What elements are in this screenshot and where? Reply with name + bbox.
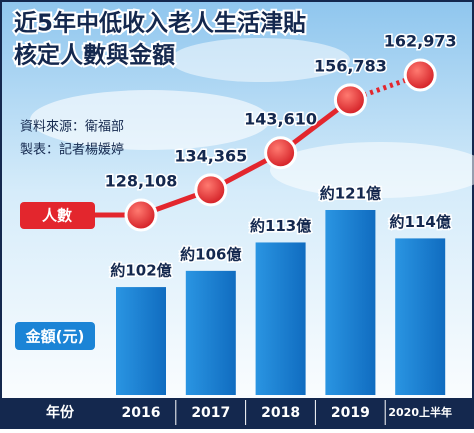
x-tick-label: 2017 bbox=[191, 405, 230, 421]
legend-box bbox=[15, 322, 95, 350]
bar-value-label: 約113億 bbox=[250, 217, 311, 235]
line-dashed bbox=[349, 72, 422, 103]
point bbox=[403, 58, 437, 92]
point-value-label: 128,108 bbox=[105, 172, 178, 191]
bar-value-label: 約102億 bbox=[110, 262, 171, 280]
bar bbox=[185, 270, 236, 395]
bar-value-label: 約114億 bbox=[390, 213, 451, 231]
point-value-label: 162,973 bbox=[384, 32, 457, 51]
legend-label: 金額(元) bbox=[25, 328, 85, 346]
bar bbox=[395, 238, 446, 395]
legend-box bbox=[20, 202, 95, 229]
point bbox=[333, 83, 367, 117]
bar-value-label: 約121億 bbox=[320, 185, 381, 203]
legend-label: 人數 bbox=[42, 207, 72, 225]
x-tick-label: 2019 bbox=[331, 405, 370, 421]
subtitle: 核定人數與金額 bbox=[14, 42, 175, 69]
point bbox=[264, 136, 298, 170]
point-value-label: 156,783 bbox=[314, 56, 387, 75]
cloud bbox=[270, 142, 474, 198]
source: 資料來源：衛福部 bbox=[20, 120, 124, 135]
bar bbox=[255, 242, 306, 395]
point bbox=[194, 173, 228, 207]
x-tick-label: 2018 bbox=[261, 405, 300, 421]
point-value-label: 143,610 bbox=[244, 109, 317, 128]
x-tick-label: 2020上半年 bbox=[388, 405, 452, 419]
point bbox=[124, 198, 158, 232]
x-axis-label: 年份 bbox=[46, 404, 75, 421]
cloud bbox=[30, 90, 270, 150]
point-value-label: 134,365 bbox=[174, 146, 247, 165]
title: 近5年中低收入老人生活津貼 bbox=[14, 10, 306, 37]
line bbox=[140, 97, 352, 218]
bar bbox=[116, 287, 166, 395]
axis-band bbox=[2, 398, 472, 427]
bar-value-label: 約106億 bbox=[180, 245, 241, 263]
cloud bbox=[170, 38, 350, 82]
bar bbox=[325, 210, 376, 395]
x-tick-label: 2016 bbox=[122, 405, 161, 421]
title-group: 近5年中低收入老人生活津貼 核定人數與金額 bbox=[12, 8, 308, 71]
credit: 製表：記者楊媛婷 bbox=[20, 142, 124, 158]
